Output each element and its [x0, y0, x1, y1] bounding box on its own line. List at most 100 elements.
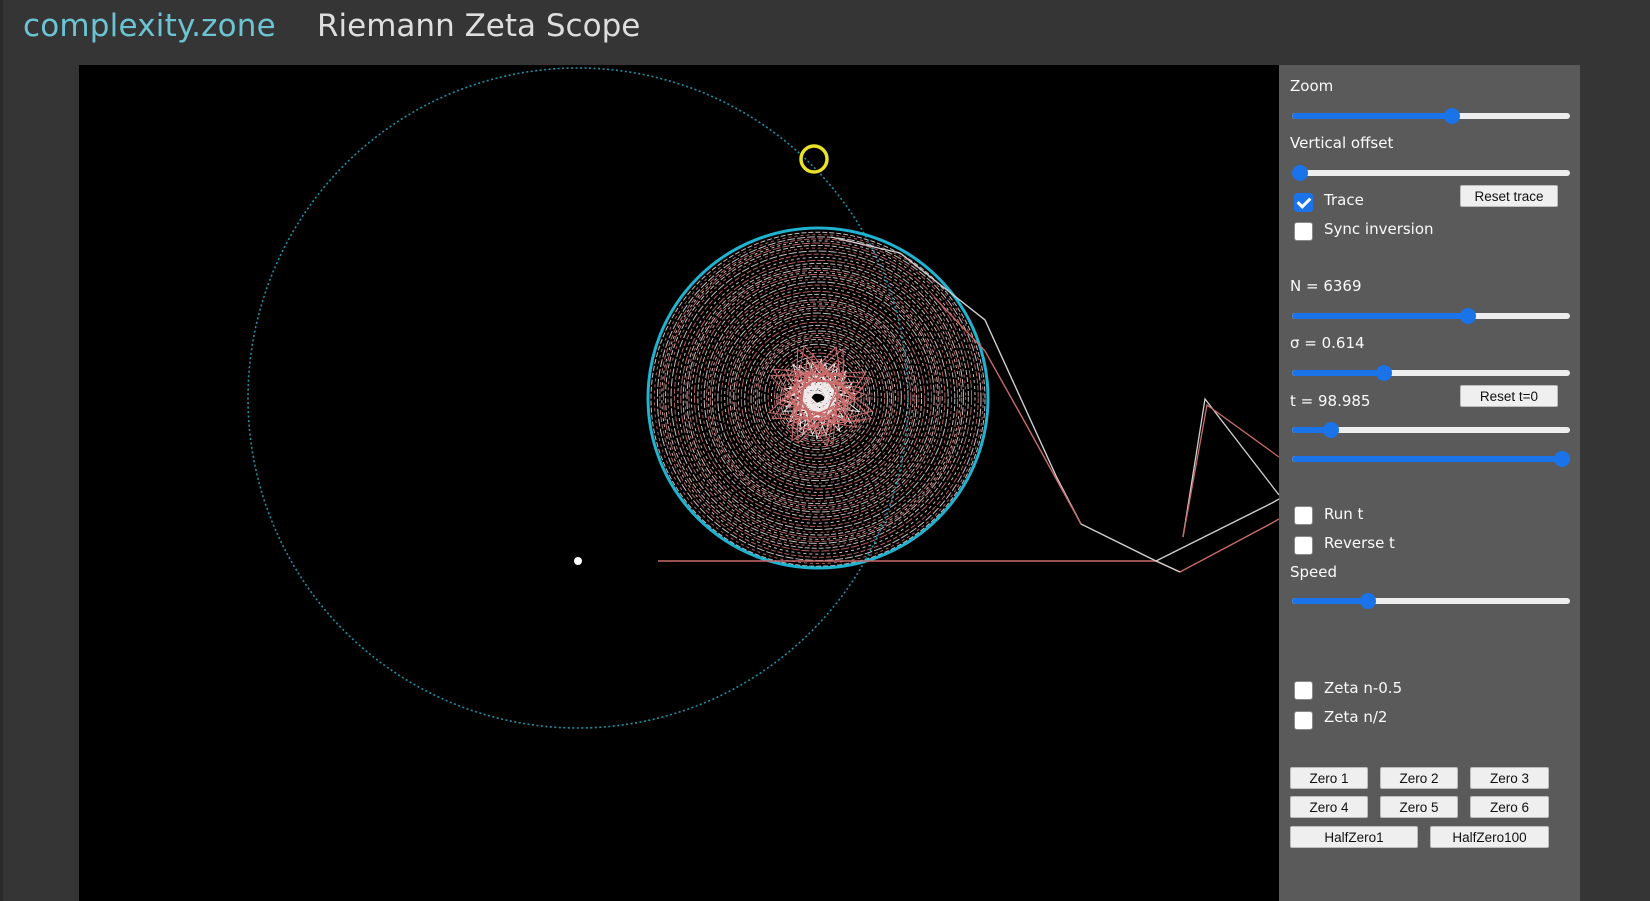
spiral-core-red [768, 344, 874, 448]
reverse-t-label: Reverse t [1324, 534, 1395, 552]
zero-3-button[interactable]: Zero 3 [1470, 767, 1549, 789]
spiral-ring [714, 296, 920, 502]
trace-checkbox[interactable] [1294, 193, 1313, 212]
zero-2-button[interactable]: Zero 2 [1380, 767, 1458, 789]
spiral-ring [720, 301, 916, 497]
spiral-ring [752, 332, 886, 466]
brand-link[interactable]: complexity.zone [23, 8, 276, 44]
zeta-n-half-checkbox[interactable] [1294, 711, 1313, 730]
spiral-ring [659, 238, 979, 558]
spiral-ring [750, 330, 888, 468]
spiral-ring [735, 315, 899, 479]
spiral-ring [756, 337, 879, 459]
sum-path-spike-red [1182, 403, 1279, 538]
zeta-canvas[interactable] [79, 65, 1279, 901]
spiral-ring [776, 355, 862, 442]
sigma-slider[interactable] [1292, 365, 1570, 381]
t-label: t = 98.985 [1290, 392, 1371, 410]
sync-inversion-checkbox[interactable] [1294, 222, 1313, 241]
spiral-ring [690, 271, 943, 524]
page-title: Riemann Zeta Scope [317, 8, 641, 44]
spiral-ring [767, 346, 869, 448]
spiral-ring [667, 247, 967, 547]
sync-inversion-label: Sync inversion [1324, 220, 1434, 238]
spiral-ring [761, 341, 873, 453]
speed-label: Speed [1290, 563, 1338, 581]
spiral-ring [711, 293, 923, 505]
origin-point [574, 557, 582, 565]
spiral-ring [733, 312, 902, 482]
spiral-ring [737, 318, 896, 477]
n-slider[interactable] [1292, 308, 1570, 324]
spiral-ring [717, 299, 918, 499]
spiral-ring [680, 259, 959, 538]
spiral-ring [673, 253, 963, 542]
reset-t-button[interactable]: Reset t=0 [1460, 385, 1558, 407]
reverse-t-checkbox[interactable] [1294, 536, 1313, 555]
sum-path-red-upper [933, 296, 1082, 525]
spiral-ring [779, 361, 855, 437]
spiral-ring [670, 250, 964, 544]
zeta-n-minus-half-label: Zeta n-0.5 [1324, 679, 1403, 697]
spiral-ring [773, 352, 865, 444]
sum-path-joint [1155, 560, 1181, 573]
spiral-ring [754, 334, 882, 462]
spiral-ring [706, 284, 932, 511]
trace-label: Trace [1324, 191, 1364, 209]
run-t-label: Run t [1324, 505, 1364, 523]
zero-4-button[interactable]: Zero 4 [1290, 796, 1368, 818]
zoom-label: Zoom [1290, 77, 1334, 95]
sum-path-spike-white [1182, 397, 1279, 538]
sum-path-white-tail [1155, 498, 1279, 562]
zeta-n-half-label: Zeta n/2 [1324, 708, 1388, 726]
spiral-ring [700, 278, 937, 515]
run-t-checkbox[interactable] [1294, 506, 1313, 525]
t-slider[interactable] [1292, 422, 1570, 438]
half-zero-100-button[interactable]: HalfZero100 [1430, 826, 1549, 848]
unit-circle-guide [247, 67, 909, 729]
half-zero-1-button[interactable]: HalfZero1 [1290, 826, 1418, 848]
spiral-ring [758, 339, 876, 456]
spiral-ring [727, 305, 912, 490]
spiral-ring [677, 256, 961, 540]
spiral-ring [697, 276, 939, 518]
spiral-ring [740, 321, 894, 475]
zeta-value-marker[interactable] [799, 144, 829, 174]
control-panel: Zoom Vertical offset Trace Reset trace S… [1279, 65, 1580, 901]
spiral-ring [770, 349, 867, 446]
n-label: N = 6369 [1290, 277, 1362, 295]
sigma-label: σ = 0.614 [1290, 334, 1365, 352]
spiral-ring [724, 303, 914, 493]
spiral-ring [684, 265, 953, 533]
zeta-n-minus-half-checkbox[interactable] [1294, 681, 1313, 700]
spiral-ring [764, 343, 871, 450]
reset-trace-button[interactable]: Reset trace [1460, 185, 1558, 207]
t-fine-slider[interactable] [1292, 451, 1570, 467]
spiral-ring [744, 324, 892, 473]
spiral-ring [650, 231, 986, 567]
spiral-ring [731, 309, 906, 484]
spiral-boundary-circle [646, 226, 990, 570]
zero-6-button[interactable]: Zero 6 [1470, 796, 1549, 818]
zoom-slider[interactable] [1292, 108, 1570, 124]
spiral-ring [747, 327, 891, 471]
spiral-ring [693, 273, 941, 521]
zero-1-button[interactable]: Zero 1 [1290, 767, 1368, 789]
spiral-ring [686, 267, 949, 531]
spiral-ring [665, 244, 969, 549]
spiral-ring [709, 290, 926, 507]
spiral-ring [688, 269, 946, 527]
spiral-ring [663, 242, 973, 552]
header: complexity.zone Riemann Zeta Scope [0, 0, 1650, 64]
spiral-ring [682, 262, 956, 536]
spiral-ring [661, 240, 976, 555]
vertical-offset-slider[interactable] [1292, 165, 1570, 181]
zero-5-button[interactable]: Zero 5 [1380, 796, 1458, 818]
spiral-ring [708, 287, 929, 509]
window-edge [0, 0, 3, 901]
speed-slider[interactable] [1292, 593, 1570, 609]
spiral-ring [653, 234, 984, 564]
zeta-plot [247, 67, 1279, 729]
partial-sum-spiral [650, 231, 986, 567]
